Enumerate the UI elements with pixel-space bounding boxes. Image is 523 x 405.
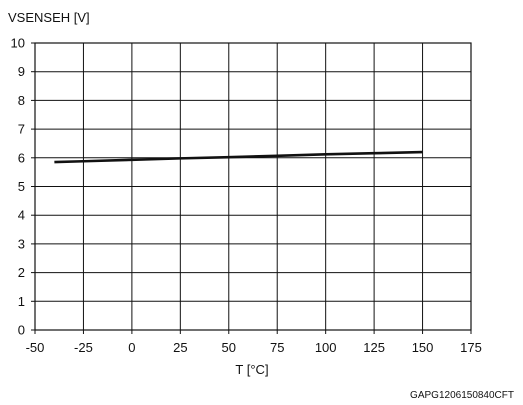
y-tick-label-8: 8: [18, 93, 25, 108]
y-tick-label-2: 2: [18, 265, 25, 280]
figure-code: GAPG1206150840CFT: [410, 390, 514, 401]
y-tick-label-9: 9: [18, 64, 25, 79]
y-tick-label-3: 3: [18, 236, 25, 251]
y-axis-title: VSENSEH [V]: [8, 10, 90, 25]
x-tick-label-5: 75: [270, 340, 284, 355]
x-tick-label-0: -50: [26, 340, 45, 355]
y-tick-label-1: 1: [18, 294, 25, 309]
y-tick-label-7: 7: [18, 122, 25, 137]
x-tick-label-6: 100: [315, 340, 337, 355]
plot-frame-group: [31, 42, 472, 334]
x-tick-label-7: 125: [363, 340, 385, 355]
y-tick-label-4: 4: [18, 208, 25, 223]
x-tick-label-4: 50: [222, 340, 236, 355]
grid-lines: [35, 43, 471, 330]
y-tick-label-0: 0: [18, 323, 25, 338]
series-line-0: [54, 150, 423, 164]
series-group: [54, 150, 423, 164]
x-tick-label-9: 175: [460, 340, 482, 355]
x-tick-label-8: 150: [412, 340, 434, 355]
x-tick-label-1: -25: [74, 340, 93, 355]
y-tick-label-10: 10: [11, 36, 25, 51]
x-tick-labels: -50 -25 0 25 50 75 100 125 150 175: [26, 340, 482, 355]
y-tick-label-6: 6: [18, 150, 25, 165]
x-axis-title: T [°C]: [235, 362, 268, 377]
x-tick-label-3: 25: [173, 340, 187, 355]
y-tick-label-5: 5: [18, 179, 25, 194]
x-tick-label-2: 0: [128, 340, 135, 355]
y-tick-labels: 0 1 2 3 4 5 6 7 8 9 10: [11, 36, 25, 338]
